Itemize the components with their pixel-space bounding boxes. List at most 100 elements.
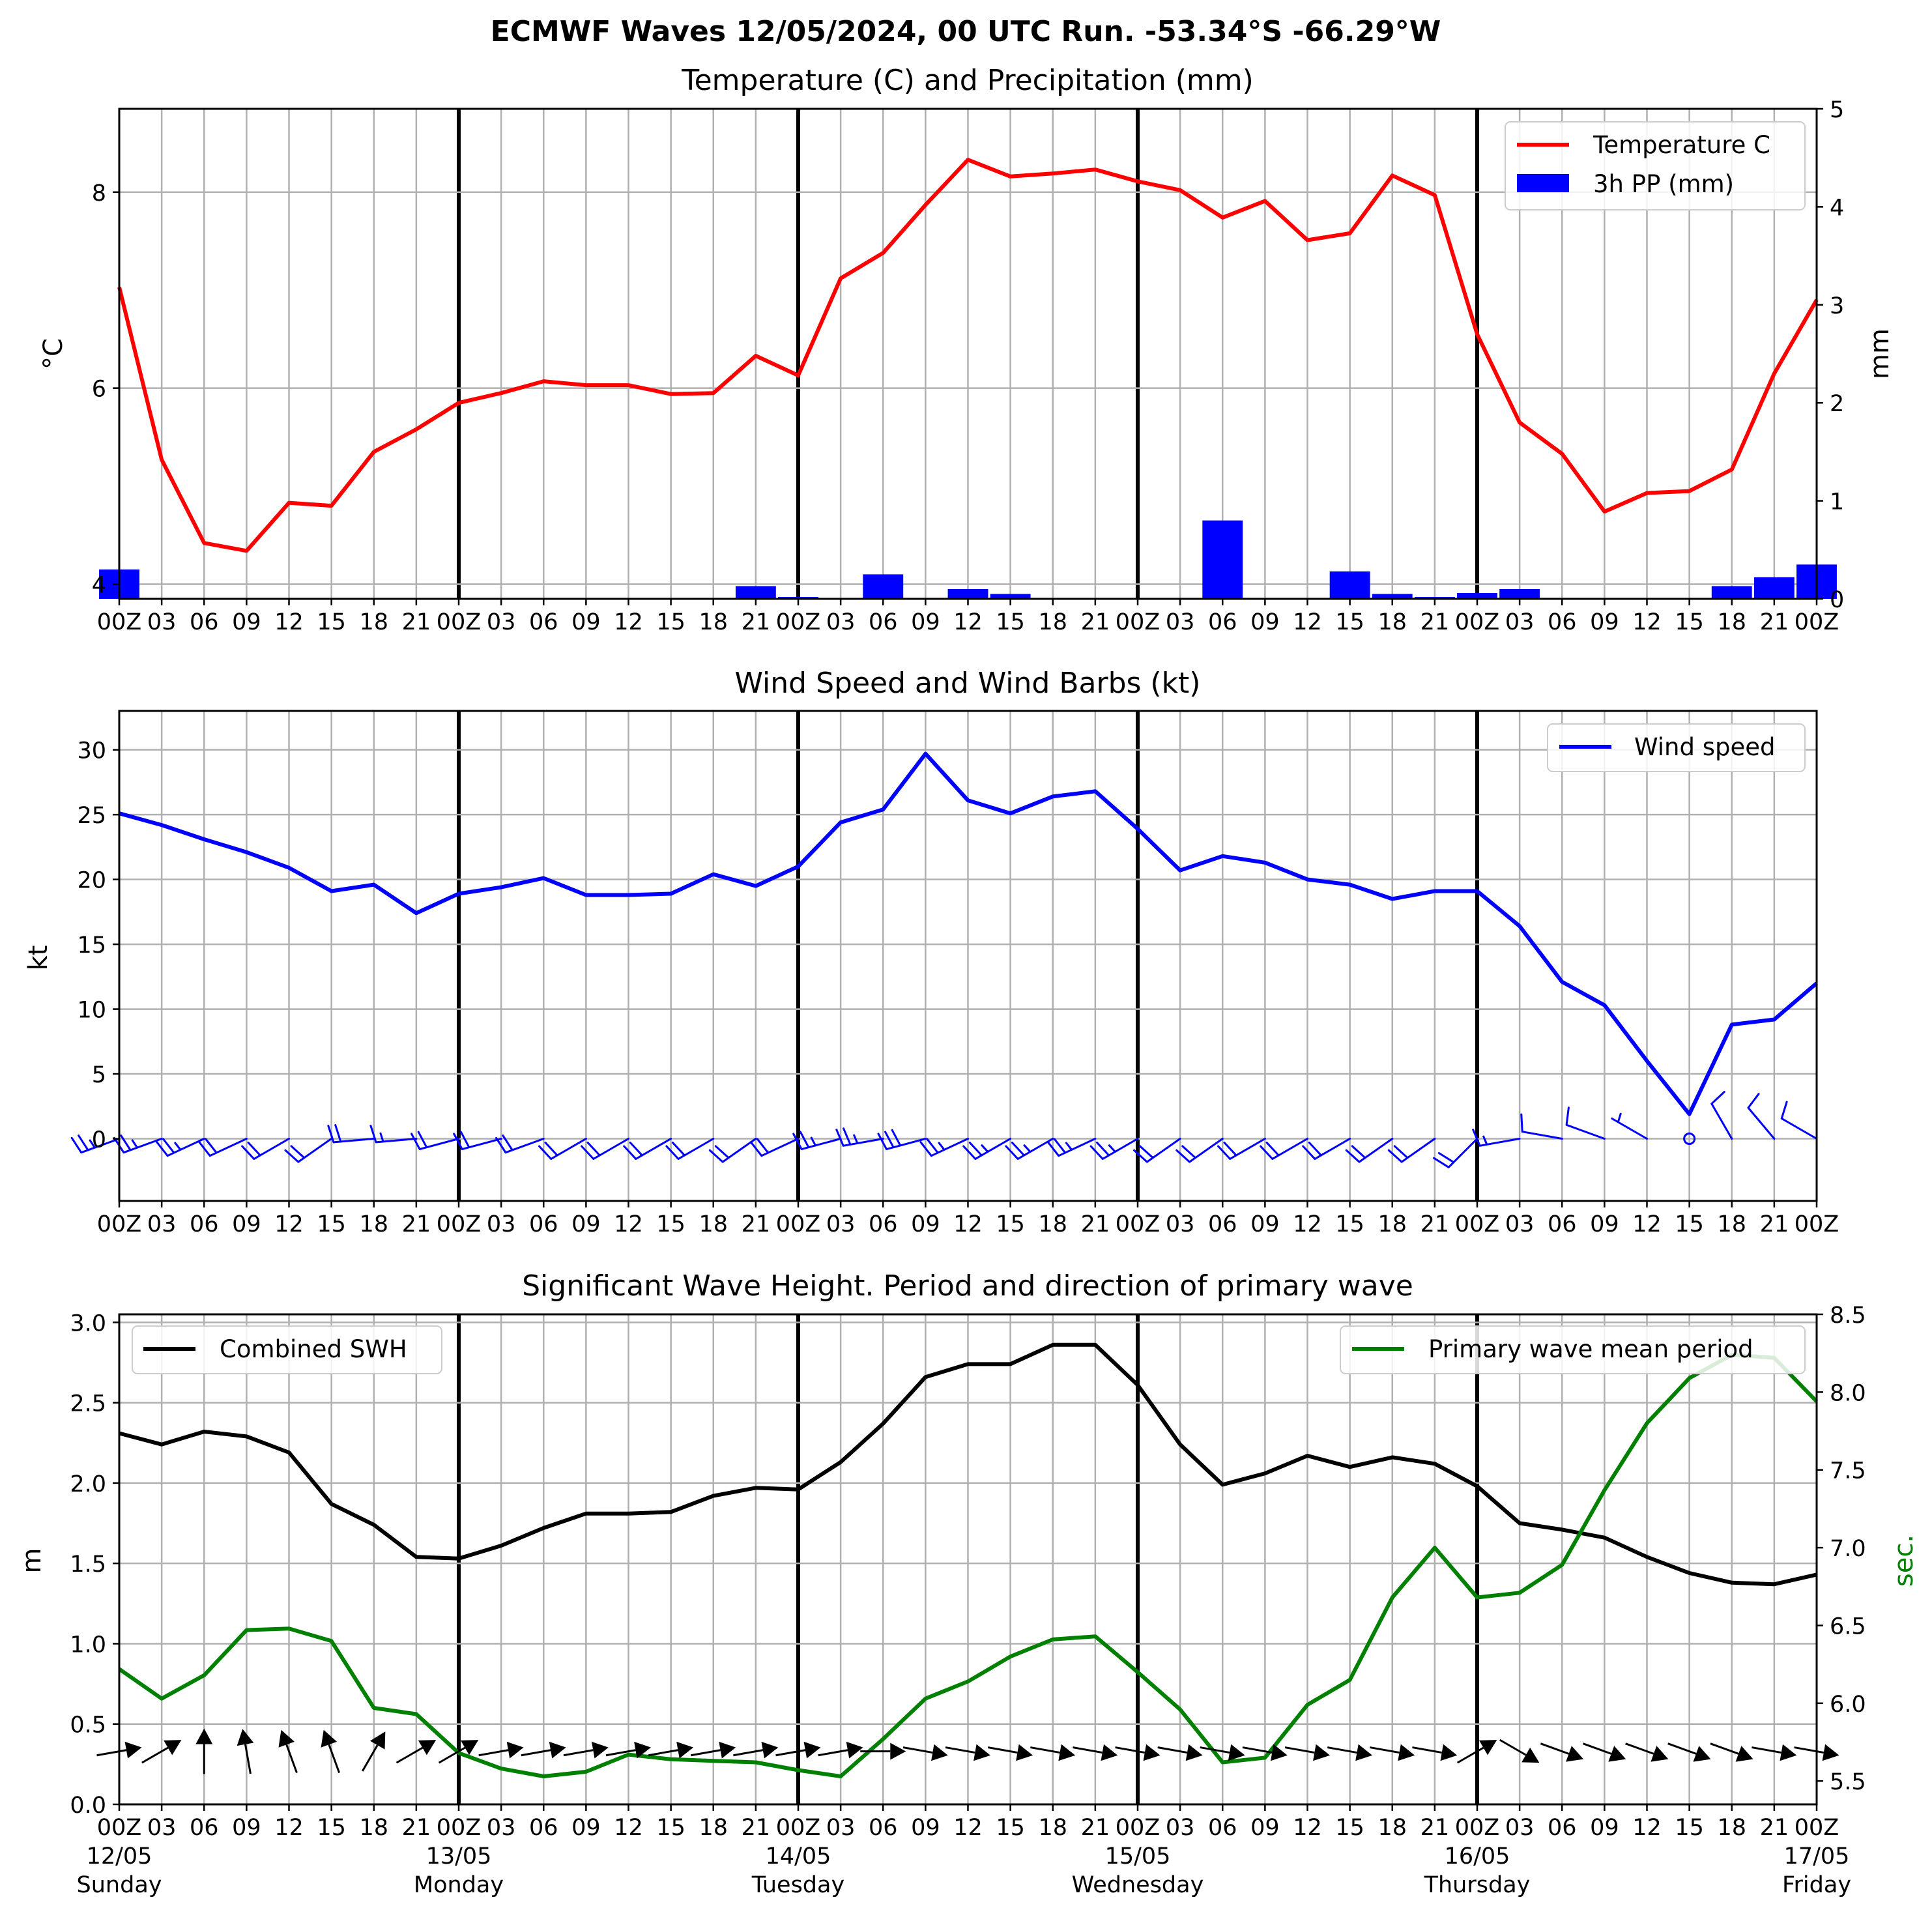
wave-arrow-head (124, 1741, 142, 1759)
precip-bar (863, 574, 904, 599)
x-tick-label: 00Z (1455, 609, 1500, 635)
series-line-0 (117, 158, 1819, 553)
wave-arrow-head (1228, 1744, 1245, 1761)
x-tick-label: 06 (869, 1211, 898, 1237)
wave-arrow-head (803, 1741, 821, 1759)
precip-bar (1457, 592, 1497, 599)
x-tick-label: 21 (1760, 1815, 1789, 1841)
wind-barb (919, 1138, 969, 1157)
wind-barb (877, 1129, 927, 1151)
x-tick-label: 06 (529, 1815, 558, 1841)
x-tick-label: 12 (953, 1211, 983, 1237)
x-tick-label: 18 (1717, 609, 1746, 635)
x-tick-label: 21 (1081, 1211, 1110, 1237)
wind-barb (581, 1138, 629, 1160)
y-tick-label: 2.5 (70, 1391, 106, 1417)
wind-barb (1175, 1138, 1224, 1163)
x-tick-label: 03 (487, 1815, 516, 1841)
x-tick-label: 15 (996, 609, 1025, 635)
y-tick-label: 2.0 (70, 1471, 106, 1497)
wave-arrow-shaft (733, 1749, 763, 1757)
x-tick-label: 03 (487, 1211, 516, 1237)
x-tick-label: 15 (317, 1815, 346, 1841)
x-tick-label: 03 (1166, 1211, 1195, 1237)
x-tick-label: 03 (487, 609, 516, 635)
y-tick-label: 15 (77, 932, 106, 959)
wave-arrow-head (1398, 1744, 1415, 1761)
y-tick-label: 6 (92, 377, 106, 403)
legend-label-period: Primary wave mean period (1428, 1335, 1753, 1363)
x-tick-label: 03 (147, 1815, 177, 1841)
weekday-label: Monday (414, 1872, 504, 1898)
wave-axis-ticks: 00Z 03 06 09 12 15 18 21 00Z 03 06 09 12 15 18 21 00Z 03 0… (70, 1303, 1866, 1841)
x-tick-label: 21 (742, 1815, 771, 1841)
wind-barb (1565, 1106, 1606, 1140)
wave-arrow-shaft (1115, 1746, 1146, 1754)
wave-period-legend: Primary wave mean period (1340, 1325, 1806, 1374)
x-tick-label: 06 (529, 609, 558, 635)
wind-barb (623, 1138, 672, 1160)
wave-arrow-head (195, 1728, 213, 1744)
wave-arrow-head (761, 1741, 779, 1759)
x-tick-label: 18 (1377, 1815, 1407, 1841)
x-tick-label: 06 (529, 1211, 558, 1237)
y-tick-label: 0.5 (70, 1712, 106, 1739)
wave-arrow-head (549, 1741, 566, 1759)
x-tick-label: 09 (1250, 1815, 1280, 1841)
y-tick-label: 1.0 (70, 1632, 106, 1658)
x-tick-label: 15 (1335, 1211, 1364, 1237)
y2-tick-label: 3 (1830, 293, 1844, 319)
y-tick-label: 1.5 (70, 1552, 106, 1578)
temperature-series (117, 158, 1819, 553)
wind-barb (835, 1127, 884, 1147)
x-tick-label: 21 (1760, 609, 1789, 635)
wave-arrow-shaft (1327, 1746, 1357, 1754)
x-tick-label: 06 (190, 609, 219, 635)
wind-barb (1611, 1112, 1648, 1140)
wave-arrow-shaft (1667, 1742, 1697, 1755)
x-tick-label: 09 (571, 1211, 601, 1237)
wave-arrow-head (461, 1740, 479, 1755)
x-tick-label: 21 (1420, 609, 1450, 635)
wave-arrow-shaft (691, 1749, 721, 1757)
wave-arrow-shaft (1582, 1742, 1612, 1755)
precip-bar (1711, 586, 1752, 599)
precip-bar (1202, 520, 1243, 599)
wind-barb (1472, 1129, 1521, 1147)
x-tick-label: 18 (1717, 1211, 1746, 1237)
x-tick-label: 03 (1166, 1815, 1195, 1841)
x-tick-label: 09 (232, 1815, 261, 1841)
wave-arrow-shaft (1412, 1746, 1442, 1754)
x-tick-label: 00Z (1116, 1211, 1161, 1237)
wind-barb (792, 1131, 842, 1151)
x-tick-label: 15 (996, 1211, 1025, 1237)
wave-series (118, 1342, 1819, 1778)
wave-arrow-shaft (96, 1749, 127, 1757)
date-label: 12/05 (87, 1843, 152, 1870)
wave-arrow-shaft (563, 1749, 594, 1757)
series-line-1 (118, 1353, 1819, 1778)
wind-barb (708, 1138, 757, 1163)
x-tick-label: 09 (232, 1211, 261, 1237)
wave-arrow-head (1440, 1744, 1458, 1761)
x-tick-label: 15 (1335, 1815, 1364, 1841)
wind-barb (453, 1131, 502, 1151)
wave-arrow-shaft (328, 1744, 341, 1774)
x-tick-label: 06 (1208, 609, 1237, 635)
wave-arrow-head (1735, 1746, 1753, 1762)
x-tick-label: 21 (402, 1211, 431, 1237)
wave-panel-title: Significant Wave Height. Period and dire… (522, 1269, 1413, 1303)
wave-panel: Significant Wave Height. Period and dire… (17, 1269, 1919, 1841)
wave-direction-arrows (96, 1728, 1839, 1774)
wind-barb (1260, 1138, 1308, 1160)
x-tick-label: 09 (1590, 1211, 1619, 1237)
y-tick-label: 20 (77, 868, 106, 894)
x-tick-label: 03 (1166, 609, 1195, 635)
precip-bar (1753, 577, 1795, 599)
x-tick-label: 06 (190, 1815, 219, 1841)
wave-arrow-head (973, 1744, 990, 1761)
x-tick-label: 06 (1548, 1211, 1577, 1237)
y-tick-label: 0.0 (70, 1793, 106, 1819)
weekday-label: Thursday (1424, 1872, 1531, 1898)
